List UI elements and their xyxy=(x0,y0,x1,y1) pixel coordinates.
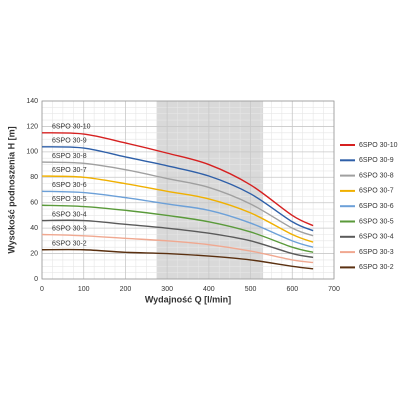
y-tick-label: 80 xyxy=(30,174,38,181)
y-tick-label: 120 xyxy=(26,123,38,130)
series-line xyxy=(41,233,314,264)
legend-label: 6SPO 30-8 xyxy=(359,172,394,179)
legend-label: 6SPO 30-3 xyxy=(359,249,394,256)
plot-border xyxy=(41,100,335,280)
x-tick-label: 0 xyxy=(40,286,44,293)
y-tick-label: 100 xyxy=(26,149,38,156)
series-label: 6SPO 30-4 xyxy=(52,211,87,218)
series-line xyxy=(41,175,314,243)
y-tick-label: 140 xyxy=(26,98,38,105)
series-label: 6SPO 30-8 xyxy=(52,153,87,160)
legend-label: 6SPO 30-10 xyxy=(359,142,398,149)
series-line xyxy=(41,132,314,227)
legend-label: 6SPO 30-6 xyxy=(359,203,394,210)
x-axis-title: Wydajność Q [l/min] xyxy=(145,294,231,304)
x-tick-label: 500 xyxy=(245,286,257,293)
legend-label: 6SPO 30-9 xyxy=(359,157,394,164)
x-tick-label: 200 xyxy=(120,286,132,293)
series-label: 6SPO 30-2 xyxy=(52,241,87,248)
x-tick-label: 300 xyxy=(161,286,173,293)
series-label: 6SPO 30-6 xyxy=(52,182,87,189)
legend-label: 6SPO 30-4 xyxy=(359,234,394,241)
series-label: 6SPO 30-9 xyxy=(52,138,87,145)
legend-label: 6SPO 30-7 xyxy=(359,188,394,195)
series-label: 6SPO 30-7 xyxy=(52,167,87,174)
y-tick-label: 20 xyxy=(30,250,38,257)
y-tick-label: 60 xyxy=(30,200,38,207)
x-tick-label: 400 xyxy=(203,286,215,293)
x-tick-label: 600 xyxy=(286,286,298,293)
series-line xyxy=(41,161,314,237)
x-tick-label: 700 xyxy=(328,286,340,293)
series-label: 6SPO 30-3 xyxy=(52,225,87,232)
y-axis-title: Wysokość podnoszenia H [m] xyxy=(6,126,16,253)
y-tick-label: 40 xyxy=(30,225,38,232)
y-tick-label: 0 xyxy=(34,276,38,283)
series-line xyxy=(41,146,314,232)
series-label: 6SPO 30-5 xyxy=(52,196,87,203)
series-line xyxy=(41,190,314,248)
legend-label: 6SPO 30-2 xyxy=(359,264,394,271)
legend-label: 6SPO 30-5 xyxy=(359,218,394,225)
x-tick-label: 100 xyxy=(78,286,90,293)
series-line xyxy=(41,219,314,259)
series-line xyxy=(41,248,314,270)
series-label: 6SPO 30-10 xyxy=(52,124,91,131)
series-line xyxy=(41,204,314,253)
